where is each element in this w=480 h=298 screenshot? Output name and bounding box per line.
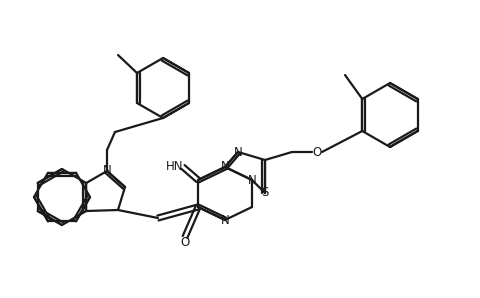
Text: O: O: [312, 145, 321, 159]
Text: HN: HN: [166, 161, 183, 173]
Text: S: S: [261, 187, 268, 199]
Text: N: N: [220, 161, 229, 173]
Text: N: N: [247, 173, 256, 187]
Text: N: N: [220, 213, 229, 226]
Text: N: N: [233, 145, 242, 159]
Text: O: O: [180, 237, 189, 249]
Text: N: N: [102, 164, 111, 178]
